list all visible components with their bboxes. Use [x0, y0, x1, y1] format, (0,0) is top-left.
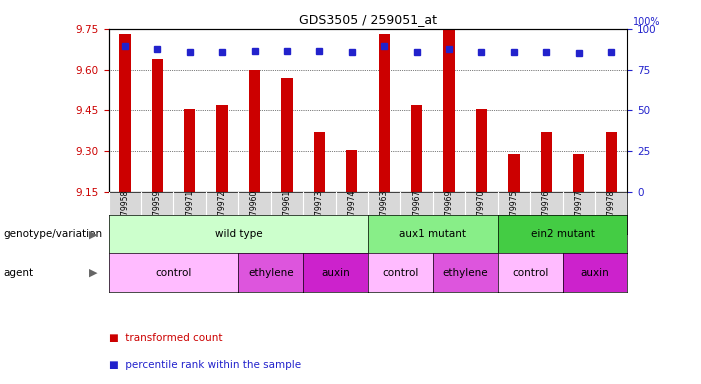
Bar: [119, 34, 130, 192]
Text: auxin: auxin: [580, 268, 609, 278]
Text: ▶: ▶: [89, 268, 97, 278]
Bar: [573, 154, 585, 192]
Title: GDS3505 / 259051_at: GDS3505 / 259051_at: [299, 13, 437, 26]
Text: ethylene: ethylene: [248, 268, 294, 278]
Bar: [184, 109, 196, 192]
Bar: [476, 109, 487, 192]
Text: ■  transformed count: ■ transformed count: [109, 333, 222, 343]
Bar: [411, 105, 422, 192]
Text: 100%: 100%: [633, 17, 660, 27]
Bar: [281, 78, 292, 192]
Text: aux1 mutant: aux1 mutant: [400, 229, 466, 239]
Bar: [606, 132, 617, 192]
Text: auxin: auxin: [321, 268, 350, 278]
Bar: [540, 132, 552, 192]
Text: wild type: wild type: [215, 229, 262, 239]
Text: ethylene: ethylene: [442, 268, 488, 278]
Bar: [444, 30, 455, 192]
Bar: [151, 59, 163, 192]
Bar: [508, 154, 519, 192]
Text: control: control: [156, 268, 191, 278]
Text: ▶: ▶: [89, 229, 97, 239]
Bar: [217, 105, 228, 192]
Text: agent: agent: [4, 268, 34, 278]
Text: control: control: [382, 268, 418, 278]
Bar: [314, 132, 325, 192]
Text: genotype/variation: genotype/variation: [4, 229, 102, 239]
Text: ■  percentile rank within the sample: ■ percentile rank within the sample: [109, 360, 301, 370]
Text: ein2 mutant: ein2 mutant: [531, 229, 594, 239]
Bar: [346, 150, 358, 192]
Bar: [249, 70, 260, 192]
Bar: [379, 34, 390, 192]
Text: control: control: [512, 268, 548, 278]
